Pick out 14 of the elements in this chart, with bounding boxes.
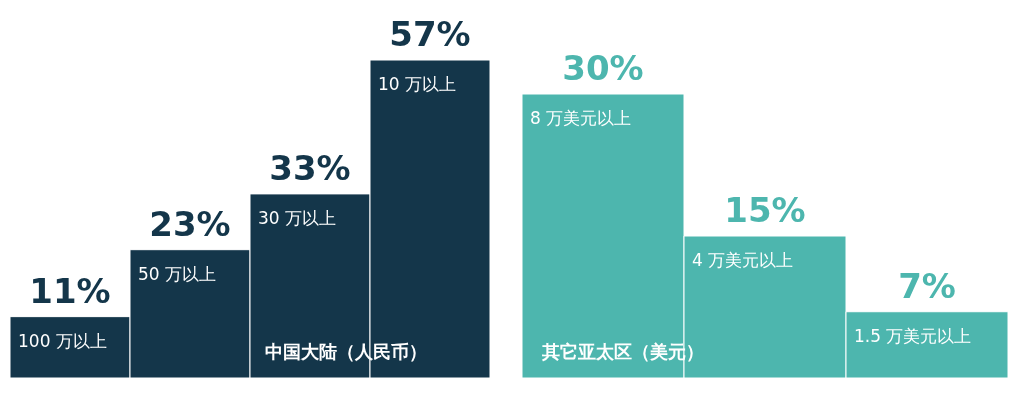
data-label: 57% [389, 14, 471, 54]
data-label: 30% [562, 48, 644, 88]
x-tick-label: 4 万美元以上 [692, 250, 794, 270]
data-label: 7% [898, 265, 956, 306]
data-label: 23% [149, 203, 231, 244]
x-tick-label: 10 万以上 [378, 74, 457, 94]
x-tick-label: 30 万以上 [258, 207, 337, 228]
data-label: 15% [724, 190, 806, 230]
data-label: 11% [29, 270, 111, 311]
x-tick-label: 1.5 万美元以上 [854, 325, 972, 346]
data-label: 33% [269, 147, 351, 188]
x-tick-label: 100 万以上 [18, 330, 107, 351]
x-tick-label: 50 万以上 [138, 263, 217, 284]
x-tick-label: 8 万美元以上 [530, 108, 632, 128]
